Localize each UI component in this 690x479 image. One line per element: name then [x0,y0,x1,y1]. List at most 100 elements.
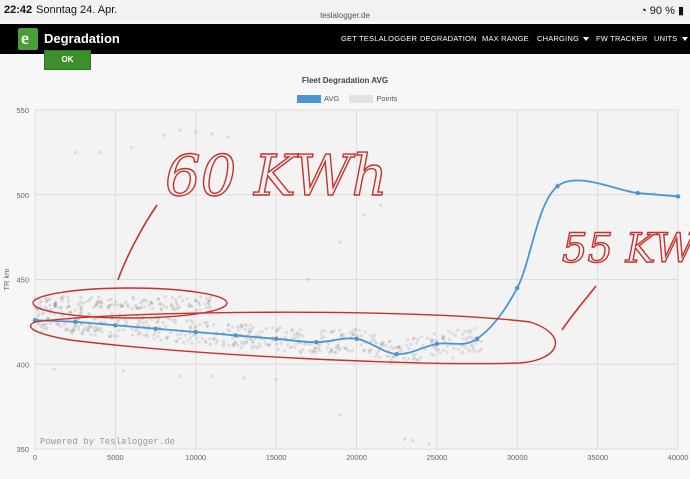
nav-item-units[interactable]: UNITS [654,34,688,43]
scatter-point [53,302,58,306]
scatter-point [447,337,451,342]
scatter-point [134,305,138,310]
scatter-point [95,302,99,306]
scatter-point [406,338,410,342]
scatter-point [427,442,431,446]
scatter-point [320,329,324,333]
scatter-point [86,328,90,333]
scatter-point [397,344,401,348]
scatter-point [36,314,40,318]
legend-item-avg[interactable]: AVG [297,94,339,104]
scatter-point [264,326,268,330]
scatter-point [231,343,236,347]
x-tick-label: 40000 [668,453,689,462]
avg-data-point [72,319,78,325]
scatter-point [380,341,385,345]
scatter-point [161,321,165,325]
scatter-point [226,328,230,332]
ok-button[interactable]: OK [44,50,91,70]
scatter-point [375,352,379,356]
scatter-point [452,346,456,350]
brand-title[interactable]: Degradation [44,31,120,46]
scatter-point [245,341,249,345]
scatter-point [144,299,148,303]
nav-item-get-teslalogger[interactable]: GET TESLALOGGER [341,34,417,43]
scatter-point [149,301,153,305]
scatter-point [157,325,161,329]
scatter-point [189,318,193,322]
scatter-point [298,332,302,337]
scatter-point [212,337,216,341]
scatter-point [69,309,73,314]
scatter-point [70,328,74,332]
scatter-point [429,341,434,345]
scatter-point [36,322,40,326]
scatter-point [185,319,189,323]
scatter-point [348,331,352,335]
scatter-point [109,297,113,301]
scatter-point [430,339,435,343]
scatter-point [171,307,175,311]
scatter-point [76,327,81,331]
legend-item-points[interactable]: Points [349,94,397,104]
scatter-point [222,339,226,343]
scatter-point [248,337,252,341]
scatter-point [179,332,183,336]
chart-legend[interactable]: AVG Points [297,94,405,104]
scatter-point [195,336,199,340]
scatter-point [52,312,57,316]
scatter-point [174,298,178,302]
scatter-point [187,302,191,306]
scatter-point [108,335,112,339]
scatter-point [117,328,121,332]
scatter-point [275,342,279,346]
scatter-point [53,303,57,307]
nav-item-charging[interactable]: CHARGING [537,34,590,43]
scatter-point [203,302,207,306]
scatter-point [175,303,180,307]
scatter-point [170,295,174,300]
scatter-point [274,329,279,333]
scatter-point [212,337,216,341]
scatter-point [203,321,207,325]
scatter-point [279,341,283,345]
scatter-point [243,322,247,327]
nav-item-max-range[interactable]: MAX RANGE [482,34,529,43]
scatter-point [372,333,376,338]
avg-series-line [34,179,679,355]
scatter-point [381,343,385,347]
scatter-point [49,321,53,326]
scatter-point [92,329,97,333]
url-bar[interactable]: teslalogger.de [320,11,370,20]
scatter-point [411,353,415,357]
scatter-point [291,336,295,340]
scatter-point [432,353,436,358]
scatter-point [169,304,174,308]
scatter-point [232,341,236,345]
scatter-point [95,299,99,303]
scatter-point [384,343,388,348]
scatter-point [351,332,355,337]
scatter-point [59,305,64,310]
scatter-point [87,325,91,330]
scatter-point [53,305,57,309]
nav-item-fw-tracker[interactable]: FW TRACKER [596,34,647,43]
scatter-point [284,330,289,334]
scatter-point [409,343,413,347]
scatter-point [198,322,202,327]
scatter-point [441,334,445,338]
scatter-point [286,343,290,347]
scatter-point [445,350,449,354]
logo-icon[interactable]: e [18,28,38,50]
chart-title: Fleet Degradation AVG [301,76,389,85]
scatter-point [211,323,216,327]
scatter-point [79,306,83,311]
scatter-point [79,322,83,327]
nav-item-degradation[interactable]: DEGRADATION [420,34,477,43]
scatter-point [79,304,83,308]
scatter-point [65,326,69,330]
scatter-point [332,329,336,333]
scatter-point [412,336,416,340]
scatter-point [108,330,113,334]
scatter-point [221,344,225,348]
